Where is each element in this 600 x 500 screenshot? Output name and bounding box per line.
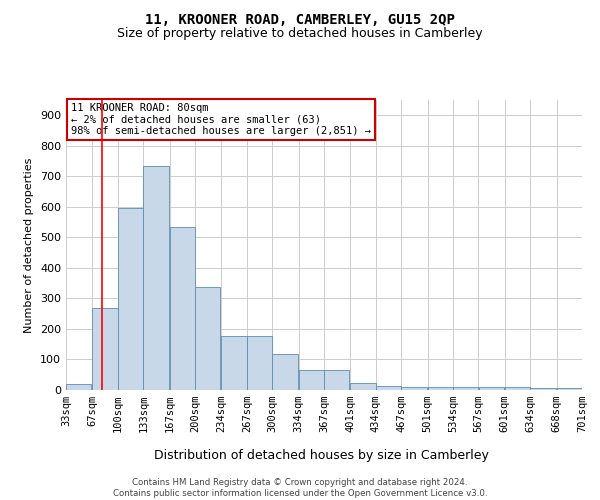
Bar	[92, 308, 118, 390]
Bar	[247, 336, 272, 390]
Bar	[557, 388, 582, 390]
Bar	[401, 387, 427, 390]
Bar	[324, 370, 349, 390]
Bar	[195, 287, 220, 390]
Text: 11 KROONER ROAD: 80sqm
← 2% of detached houses are smaller (63)
98% of semi-deta: 11 KROONER ROAD: 80sqm ← 2% of detached …	[71, 103, 371, 136]
Bar	[143, 166, 169, 390]
Bar	[170, 226, 195, 390]
Bar	[453, 387, 478, 390]
Bar	[221, 336, 247, 390]
Bar	[118, 208, 143, 390]
Bar	[376, 386, 401, 390]
Bar	[350, 384, 376, 390]
Bar	[299, 370, 324, 390]
Bar	[530, 388, 556, 390]
Text: Size of property relative to detached houses in Camberley: Size of property relative to detached ho…	[117, 28, 483, 40]
Bar	[505, 387, 530, 390]
Text: Contains HM Land Registry data © Crown copyright and database right 2024.
Contai: Contains HM Land Registry data © Crown c…	[113, 478, 487, 498]
Text: Distribution of detached houses by size in Camberley: Distribution of detached houses by size …	[154, 450, 488, 462]
Bar	[66, 384, 91, 390]
Bar	[272, 354, 298, 390]
Bar	[479, 387, 504, 390]
Y-axis label: Number of detached properties: Number of detached properties	[25, 158, 34, 332]
Text: 11, KROONER ROAD, CAMBERLEY, GU15 2QP: 11, KROONER ROAD, CAMBERLEY, GU15 2QP	[145, 12, 455, 26]
Bar	[428, 387, 453, 390]
